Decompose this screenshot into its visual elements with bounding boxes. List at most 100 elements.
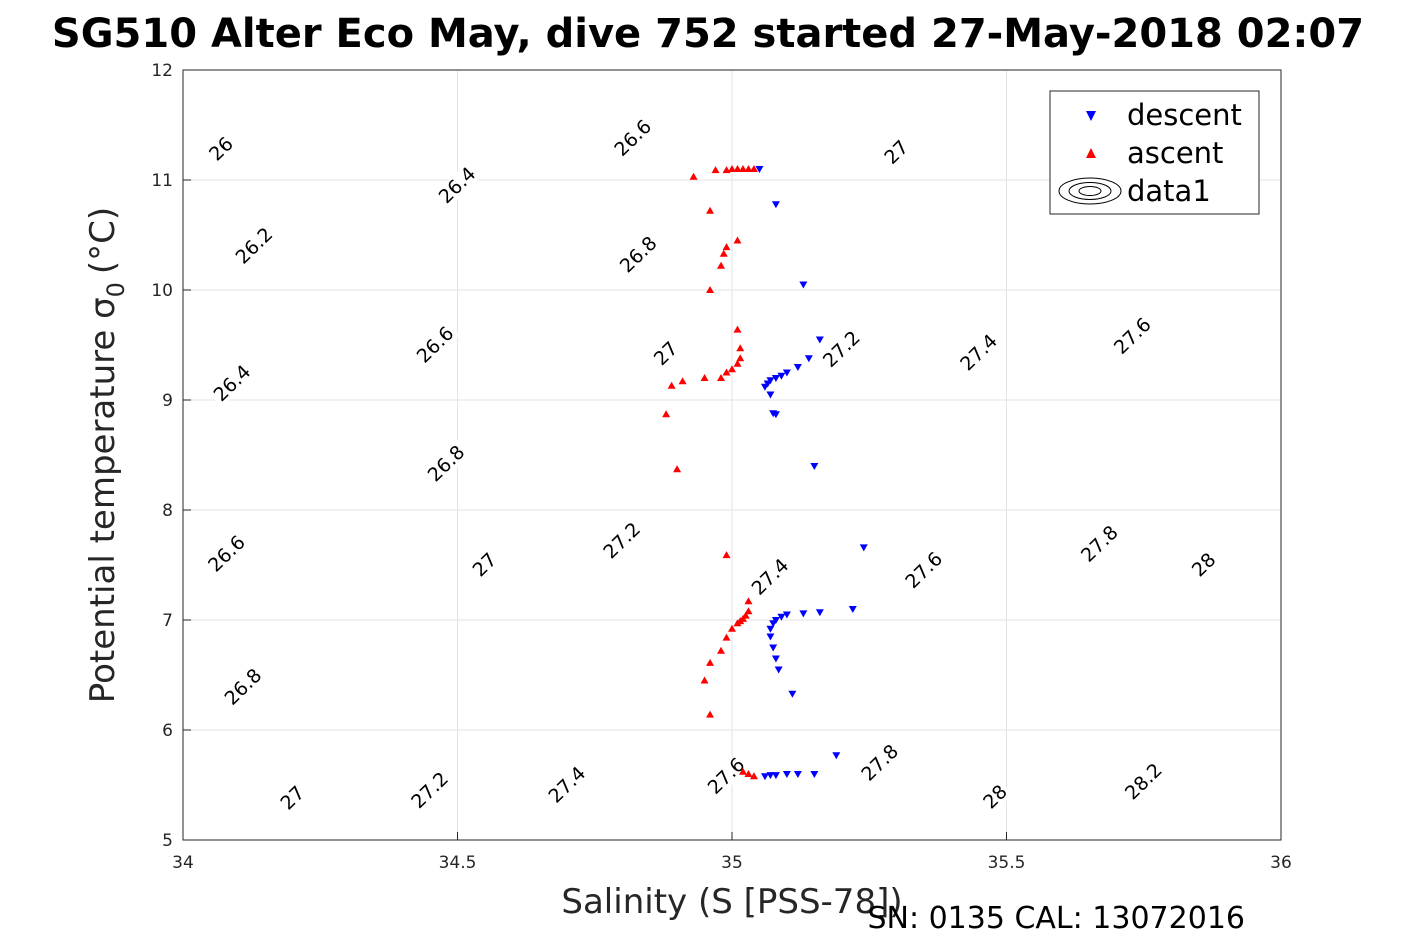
contour-label: 27: [467, 547, 503, 583]
ascent-point: [706, 206, 715, 214]
contour-label-bg: [1119, 757, 1169, 806]
contour-label-bg: [1186, 547, 1222, 583]
footer-serial-cal: SN: 0135 CAL: 13072016: [867, 901, 1245, 936]
legend-data1-label: data1: [1127, 174, 1211, 208]
descent-point: [771, 655, 780, 663]
ascent-point: [722, 166, 731, 174]
descent-point: [771, 411, 780, 419]
y-tick-label: 7: [162, 611, 173, 631]
contour-label-bg: [614, 230, 664, 279]
contour-label-bg: [1108, 312, 1158, 361]
ascent-point: [733, 165, 742, 172]
x-tick-label: 35.5: [988, 853, 1026, 873]
contour-label-bg: [422, 439, 471, 488]
contour-label: 26.4: [208, 359, 257, 408]
contour-label-bg: [230, 222, 279, 270]
descent-point: [815, 336, 824, 344]
descent-point: [810, 463, 819, 470]
ascent-point: [722, 368, 731, 376]
descent-point: [769, 620, 778, 628]
contour-label-text: 28: [1188, 549, 1221, 582]
contour-label: 26.6: [608, 114, 658, 163]
ascent-point: [700, 676, 709, 684]
contour-label: 26.8: [614, 230, 664, 279]
ascent-point: [673, 465, 682, 473]
contour-label: 26.6: [202, 530, 252, 578]
contour-label-text: 27: [469, 549, 502, 582]
descent-point: [848, 606, 857, 613]
y-tick-label: 11: [151, 171, 173, 191]
descent-point: [793, 771, 802, 778]
ascent-point: [733, 325, 742, 333]
y-tick-label: 12: [151, 61, 173, 81]
y-axis-label-group: Potential temperature σ0 (°C): [83, 207, 130, 703]
legend-ascent-marker: [1086, 148, 1096, 158]
ascent-point: [717, 261, 726, 269]
contour-label: 26.8: [219, 663, 268, 712]
contour-label-bg: [608, 114, 658, 163]
contour-label-bg: [208, 359, 257, 408]
y-axis-label: Potential temperature σ: [83, 297, 123, 703]
descent-point: [782, 611, 791, 619]
ascent-point: [662, 410, 671, 418]
descent-point: [774, 666, 783, 674]
contour-label-text: 27: [880, 136, 913, 169]
legend-descent-marker: [1086, 111, 1096, 121]
contour-label: 26.6: [411, 321, 460, 369]
ascent-point: [722, 243, 731, 251]
ascent-series: [662, 165, 758, 780]
descent-point: [771, 375, 780, 382]
contour-label-bg: [977, 779, 1014, 815]
contour-label: 27.2: [597, 516, 647, 565]
contour-label-bg: [542, 761, 592, 809]
ascent-point: [738, 165, 747, 172]
contour-label-bg: [274, 780, 311, 816]
contour-label: 28: [977, 779, 1014, 815]
descent-point: [788, 690, 797, 698]
contour-label-bg: [467, 547, 503, 583]
contour-label: 27: [274, 780, 311, 816]
ascent-point: [733, 619, 742, 627]
descent-point: [782, 771, 791, 778]
contour-label-bg: [648, 336, 684, 372]
ascent-point: [706, 658, 715, 666]
y-ticks: 5 6 7 8 9 10 11 12: [151, 61, 191, 851]
contour-label: 27.8: [1075, 520, 1125, 569]
contour-label-bg: [411, 321, 460, 369]
contour-label-bg: [817, 325, 867, 374]
descent-point: [832, 752, 841, 760]
ascent-point: [717, 646, 726, 654]
contour-label-bg: [855, 739, 905, 787]
descent-point: [755, 166, 764, 173]
ascent-point: [744, 165, 753, 172]
legend-box: [1049, 90, 1260, 215]
descent-point: [777, 613, 786, 621]
ascent-point: [728, 165, 736, 172]
ascent-point: [700, 374, 709, 381]
ascent-point: [711, 166, 720, 174]
y-tick-label: 6: [162, 721, 173, 741]
descent-point: [771, 201, 780, 209]
y-axis-label-subscript: 0: [102, 282, 130, 297]
svg-text:Potential temperature σ0(°C): Potential temperature σ0 (°C): [83, 207, 130, 703]
contour-label-bg: [746, 553, 795, 602]
legend-descent-label: descent: [1127, 98, 1242, 132]
ascent-point: [717, 374, 726, 381]
contour-label: 28: [1186, 547, 1222, 583]
contour-label: 27.6: [899, 546, 949, 595]
y-tick-label: 5: [162, 831, 173, 851]
descent-point: [766, 772, 775, 780]
descent-point: [859, 544, 868, 552]
y-tick-label: 9: [162, 391, 173, 411]
ascent-point: [689, 172, 698, 180]
ascent-point: [749, 772, 758, 780]
x-tick-label: 34.5: [439, 853, 477, 873]
contour-label-bg: [954, 328, 1004, 377]
x-tick-label: 34: [172, 853, 194, 873]
descent-point: [771, 772, 780, 780]
ascent-point: [736, 354, 745, 362]
legend-ascent-label: ascent: [1127, 136, 1223, 170]
contour-label: 27.8: [855, 739, 905, 787]
contour-label: 27: [878, 134, 915, 171]
